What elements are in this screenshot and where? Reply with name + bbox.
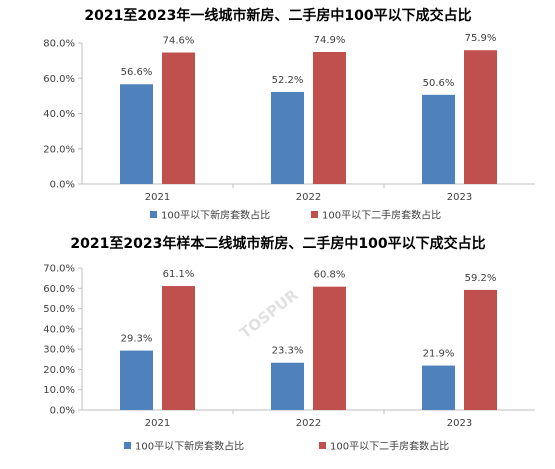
watermark: TOSPUR [236, 286, 301, 343]
data-label: 59.2% [465, 273, 497, 284]
x-tick-label: 2021 [145, 418, 170, 429]
y-tick-label: 50.0% [43, 304, 75, 315]
data-label: 75.9% [465, 33, 497, 44]
legend-swatch [311, 211, 318, 218]
data-label: 50.6% [423, 78, 455, 89]
chart-bottom: 2021至2023年样本二线城市新房、二手房中100平以下成交占比 TOSPUR… [43, 235, 535, 453]
bar [422, 365, 455, 410]
data-label: 21.9% [423, 349, 455, 360]
bar [271, 362, 304, 410]
y-tick-label: 20.0% [43, 144, 75, 155]
bar [162, 286, 195, 410]
bar [162, 52, 195, 184]
bar [313, 51, 346, 184]
y-tick-label: 40.0% [43, 324, 75, 335]
y-tick-label: 60.0% [43, 284, 75, 295]
bar [464, 289, 497, 410]
y-tick-label: 20.0% [43, 365, 75, 376]
y-tick-label: 40.0% [43, 109, 75, 120]
y-tick-label: 10.0% [43, 385, 75, 396]
bar [271, 91, 304, 184]
legend-label: 100平以下二手房套数占比 [322, 209, 441, 222]
y-tick-label: 60.0% [43, 74, 75, 85]
data-label: 74.6% [163, 36, 195, 47]
y-tick-label: 0.0% [50, 180, 75, 191]
chart-title: 2021至2023年样本二线城市新房、二手房中100平以下成交占比 [70, 235, 485, 252]
y-tick-label: 80.0% [43, 39, 75, 50]
data-label: 52.2% [272, 75, 304, 86]
data-label: 23.3% [272, 346, 304, 357]
x-tick-label: 2021 [145, 192, 170, 203]
legend-swatch [319, 442, 326, 449]
y-tick-label: 30.0% [43, 345, 75, 356]
legend-swatch [124, 442, 131, 449]
x-tick-label: 2023 [447, 418, 472, 429]
chart-top: 2021至2023年一线城市新房、二手房中100平以下成交占比 0.0% 20.0… [43, 7, 535, 222]
bar [422, 94, 455, 184]
x-tick-label: 2022 [296, 192, 321, 203]
data-label: 60.8% [314, 270, 346, 281]
data-label: 61.1% [163, 269, 195, 280]
chart-title: 2021至2023年一线城市新房、二手房中100平以下成交占比 [84, 7, 471, 24]
x-tick-label: 2023 [447, 192, 472, 203]
y-tick-label: 0.0% [50, 406, 75, 417]
bar [464, 50, 497, 184]
y-tick-label: 70.0% [43, 264, 75, 275]
x-tick-label: 2022 [296, 418, 321, 429]
legend-swatch [150, 211, 157, 218]
bar [120, 350, 153, 410]
legend-label: 100平以下新房套数占比 [161, 209, 270, 222]
data-label: 74.9% [314, 35, 346, 46]
legend-label: 100平以下新房套数占比 [135, 440, 244, 453]
bar [313, 286, 346, 410]
data-label: 56.6% [121, 67, 153, 78]
legend-label: 100平以下二手房套数占比 [330, 440, 449, 453]
bar [120, 84, 153, 184]
data-label: 29.3% [121, 334, 153, 345]
